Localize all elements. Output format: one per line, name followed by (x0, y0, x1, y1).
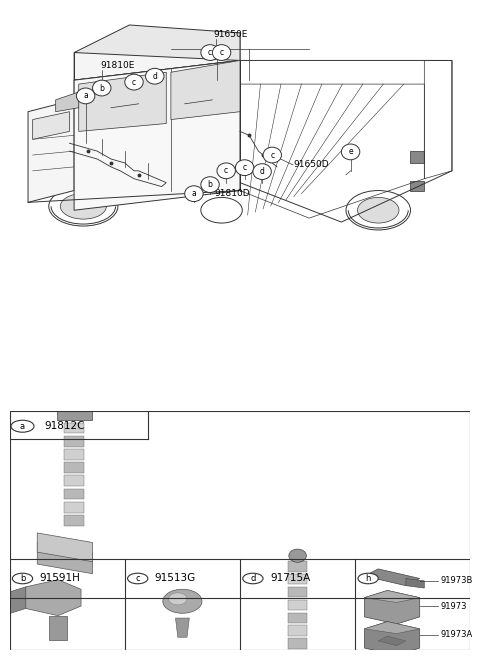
Ellipse shape (289, 549, 306, 562)
Text: 91513G: 91513G (155, 574, 196, 583)
Circle shape (185, 186, 203, 202)
Text: b: b (208, 180, 213, 189)
Polygon shape (288, 560, 307, 572)
Text: 91715A: 91715A (270, 574, 310, 583)
Polygon shape (64, 489, 84, 499)
Polygon shape (64, 422, 84, 434)
Text: 91650D: 91650D (293, 160, 329, 170)
Text: c: c (224, 166, 228, 175)
Circle shape (11, 420, 34, 432)
Ellipse shape (60, 193, 107, 219)
Polygon shape (288, 600, 307, 610)
Text: c: c (135, 574, 140, 583)
Text: b: b (99, 83, 104, 93)
Polygon shape (171, 60, 240, 120)
Text: 91591H: 91591H (39, 574, 81, 583)
Circle shape (12, 573, 33, 584)
Polygon shape (288, 587, 307, 597)
Text: 91812C: 91812C (44, 421, 84, 431)
Bar (410, 181, 424, 191)
Polygon shape (64, 502, 84, 512)
Polygon shape (74, 33, 240, 80)
Ellipse shape (168, 593, 187, 605)
Polygon shape (364, 569, 420, 585)
Circle shape (263, 147, 281, 163)
Polygon shape (364, 622, 420, 655)
Text: a: a (192, 189, 196, 198)
Polygon shape (57, 382, 92, 394)
Text: d: d (152, 72, 157, 81)
Ellipse shape (163, 589, 202, 613)
Text: 91810D: 91810D (215, 189, 250, 198)
Polygon shape (26, 579, 81, 616)
Circle shape (243, 573, 263, 584)
Circle shape (128, 573, 148, 584)
Text: c: c (270, 150, 274, 160)
Polygon shape (406, 578, 424, 588)
Text: b: b (20, 574, 25, 583)
Polygon shape (74, 60, 240, 124)
Circle shape (253, 164, 271, 179)
Circle shape (212, 45, 231, 60)
Text: 91650E: 91650E (214, 30, 248, 39)
Text: d: d (250, 574, 255, 583)
Polygon shape (57, 394, 92, 420)
Text: e: e (348, 147, 353, 156)
Ellipse shape (275, 654, 321, 657)
Polygon shape (79, 72, 166, 131)
Circle shape (201, 177, 219, 193)
Text: c: c (219, 48, 224, 57)
Text: a: a (20, 422, 25, 431)
Polygon shape (176, 618, 189, 637)
Polygon shape (74, 60, 240, 210)
Polygon shape (64, 462, 84, 473)
Text: c: c (208, 48, 212, 57)
Polygon shape (56, 92, 79, 112)
Circle shape (125, 74, 143, 90)
Polygon shape (37, 543, 93, 574)
Polygon shape (64, 515, 84, 526)
Polygon shape (288, 612, 307, 623)
Text: 91810E: 91810E (101, 61, 135, 70)
Circle shape (145, 68, 164, 84)
Polygon shape (37, 533, 93, 562)
Circle shape (217, 163, 235, 179)
Polygon shape (378, 636, 406, 646)
Polygon shape (288, 574, 307, 585)
Ellipse shape (358, 197, 399, 223)
Circle shape (341, 144, 360, 160)
Text: c: c (242, 163, 247, 172)
Polygon shape (3, 587, 26, 616)
Polygon shape (364, 622, 420, 633)
Text: h: h (365, 574, 371, 583)
Circle shape (235, 160, 254, 175)
Polygon shape (288, 639, 307, 649)
Text: 91973: 91973 (441, 602, 467, 610)
Circle shape (201, 45, 219, 60)
Text: d: d (260, 167, 264, 176)
Bar (410, 151, 424, 163)
Polygon shape (64, 449, 84, 460)
Polygon shape (28, 100, 74, 202)
Polygon shape (74, 25, 240, 60)
Polygon shape (288, 625, 307, 636)
Polygon shape (49, 616, 67, 640)
Polygon shape (364, 591, 420, 624)
Text: c: c (132, 78, 136, 87)
Polygon shape (64, 476, 84, 486)
Text: 91973A: 91973A (441, 630, 473, 639)
Text: a: a (83, 91, 88, 101)
Polygon shape (64, 436, 84, 447)
Circle shape (358, 573, 378, 584)
Circle shape (93, 80, 111, 96)
Circle shape (76, 88, 95, 104)
Text: 91973B: 91973B (441, 576, 473, 585)
Polygon shape (364, 591, 420, 602)
Polygon shape (33, 112, 70, 139)
